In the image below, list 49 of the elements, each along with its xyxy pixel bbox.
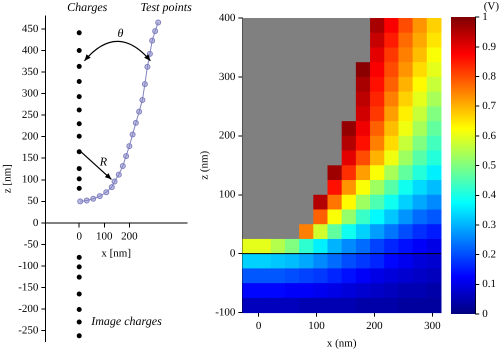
x-tick-label: 100 (308, 320, 326, 332)
x-tick-label: 0 (76, 230, 82, 242)
y-tick-label: 100 (22, 174, 39, 186)
y-tick-label: -100 (215, 306, 236, 318)
y-tick-label: 300 (218, 70, 236, 83)
y-tick-label: 100 (218, 188, 236, 201)
series-label: Charges (67, 0, 108, 14)
x-axis-title: x (nm) (326, 337, 357, 350)
x-tick-label: 0 (256, 320, 262, 332)
y-tick-label: 0 (32, 216, 39, 229)
color-bar-label: 0.6 (482, 130, 496, 142)
color-bar-title: (V) (484, 0, 500, 12)
color-bar-label: 0.4 (482, 189, 496, 202)
color-bar-label: 1 (482, 11, 488, 24)
color-bar-label: 0.9 (482, 40, 496, 53)
annotation: R (98, 154, 108, 169)
x-tick-label: 200 (366, 320, 384, 332)
y-tick-label: 50 (27, 195, 39, 208)
color-bar-label: 0.7 (482, 100, 496, 112)
color-bar-label: 0.5 (482, 159, 496, 172)
y-tick-label: 200 (218, 130, 236, 142)
y-tick-label: 400 (22, 44, 39, 56)
y-axis-title: z (nm) (198, 150, 210, 180)
color-bar-label: 0.8 (482, 70, 496, 82)
y-tick-label: -250 (18, 324, 39, 337)
y-tick-label: 450 (22, 22, 39, 35)
y-tick-label: -100 (18, 260, 39, 272)
color-bar-label: 0.2 (482, 248, 496, 261)
y-tick-label: -200 (18, 302, 39, 315)
annotation: θ (117, 26, 124, 40)
series-label: Test points (140, 0, 192, 14)
x-tick-label: 100 (96, 230, 114, 242)
y-tick-label: 300 (22, 87, 39, 100)
y-tick-label: 150 (22, 152, 39, 164)
y-tick-label: -50 (24, 238, 39, 250)
y-axis-title: z [nm] (1, 164, 14, 194)
color-bar-label: 0.3 (482, 218, 496, 231)
y-tick-label: 200 (22, 130, 39, 143)
y-tick-label: 400 (218, 12, 236, 24)
x-tick-label: 200 (121, 230, 138, 242)
y-tick-label: 0 (230, 248, 236, 260)
x-axis-title: x [nm] (101, 248, 131, 260)
color-bar-label: 0.1 (482, 278, 496, 290)
y-tick-label: 250 (22, 109, 39, 122)
x-tick-label: 300 (424, 320, 442, 332)
series-label: Image charges (90, 314, 162, 328)
color-bar-label: 0 (482, 308, 488, 320)
y-tick-label: 350 (22, 66, 39, 78)
y-tick-label: -150 (18, 281, 39, 294)
